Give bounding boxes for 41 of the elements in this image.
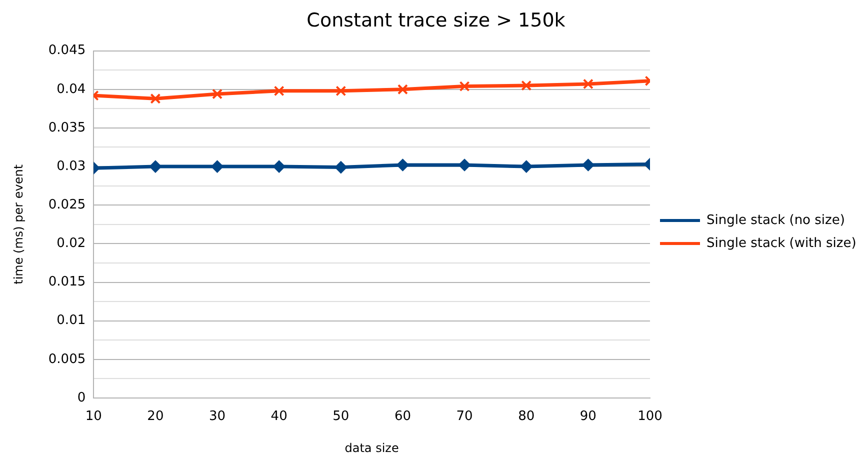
point	[582, 78, 594, 90]
x-tick-label: 70	[456, 409, 473, 424]
x-tick-label: 40	[270, 409, 288, 424]
point	[396, 158, 409, 171]
point	[334, 161, 347, 174]
point	[149, 160, 162, 173]
x-tick-label: 80	[518, 409, 535, 424]
y-tick-label: 0.01	[56, 313, 86, 328]
point	[274, 86, 284, 96]
point	[458, 158, 471, 171]
y-tick-label: 0.04	[56, 82, 86, 97]
x-tick-label: 30	[208, 409, 226, 424]
point	[273, 160, 286, 173]
y-tick-label: 0.03	[56, 158, 86, 174]
chart-title: Constant trace size > 150k	[306, 9, 566, 32]
x-tick-label: 60	[394, 409, 411, 424]
y-tick-label: 0.02	[56, 236, 86, 252]
legend-label: Single stack (with size)	[706, 236, 856, 251]
point	[212, 88, 222, 100]
y-tick-label: 0.005	[48, 352, 86, 367]
y-tick-label: 0.035	[48, 120, 86, 136]
point	[520, 160, 532, 173]
legend-label: Single stack (no size)	[706, 212, 845, 228]
x-tick-label: 100	[638, 409, 662, 424]
y-tick-label: 0	[77, 390, 86, 406]
point	[397, 84, 408, 95]
point	[211, 160, 224, 173]
point	[459, 81, 470, 92]
x-tick-label: 20	[147, 409, 164, 424]
x-axis-title: data size	[344, 440, 399, 455]
x-tick-label: 90	[580, 409, 596, 424]
y-tick-label: 0.025	[48, 197, 86, 212]
x-tick-label: 50	[332, 409, 350, 424]
y-axis-title: time (ms) per event	[11, 164, 26, 284]
y-tick-label: 0.015	[48, 274, 86, 290]
point	[336, 86, 346, 96]
point	[521, 80, 532, 91]
y-tick-label: 0.045	[48, 43, 86, 58]
point	[582, 158, 594, 171]
x-tick-label: 10	[85, 409, 102, 424]
point	[150, 93, 161, 104]
